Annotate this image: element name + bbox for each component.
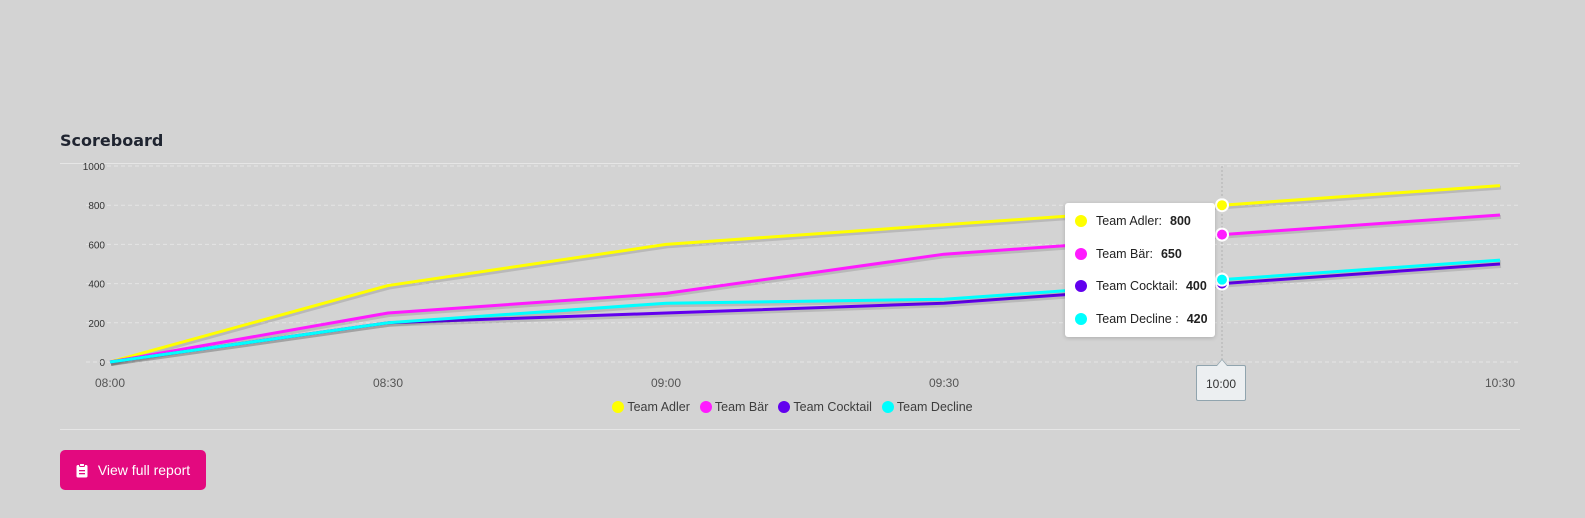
tooltip-row-baer: Team Bär: 650 [1075,247,1182,261]
tooltip-label: Team Cocktail: [1096,279,1178,293]
crosshair-x-label: 10:00 [1196,359,1246,401]
y-tick-label: 200 [88,319,105,330]
tooltip-marker [1075,280,1087,292]
x-tick-label: 09:00 [651,376,681,390]
series-line-shadow [110,215,1502,366]
tooltip-marker [1075,215,1087,227]
legend-marker [778,401,791,413]
series-line-shadow [110,260,1502,366]
y-tick-label: 600 [88,240,105,251]
tooltip-row-adler: Team Adler: 800 [1075,214,1191,228]
tooltip-value: 400 [1185,279,1207,293]
y-tick-label: 400 [88,280,105,291]
legend-label: Team Decline [896,400,973,414]
x-tick-label: 10:30 [1485,376,1515,390]
x-tick-label: 08:30 [373,376,403,390]
tooltip-marker [1075,313,1087,325]
chart-title: Scoreboard [60,131,164,150]
legend-marker [881,401,894,413]
legend-item-adler[interactable]: Team Adler [612,400,690,414]
tooltip-value: 800 [1170,214,1191,228]
legend-item-baer[interactable]: Team Bär [699,400,769,414]
hover-marker [1215,198,1229,213]
hover-marker [1215,272,1229,287]
series-line [109,184,1501,364]
tooltip-row-cocktail: Team Cocktail: 400 [1075,279,1207,293]
clipboard-icon [76,462,88,477]
chart-tooltip: Team Adler: 800 Team Bär: 650 Team Cockt… [1065,203,1215,337]
series-line [109,213,1501,364]
series-line-shadow [110,185,1502,366]
x-tick-label: 08:00 [95,376,125,390]
line-chart[interactable]: 0 200 400 600 800 1000 08:00 08:30 09:00 09:30 10:… [0,0,1585,440]
y-tick-label: 0 [99,358,105,369]
view-full-report-label: View full report [97,462,191,478]
y-tick-label: 800 [88,201,105,212]
legend-label: Team Cocktail [793,400,872,414]
tooltip-value: 420 [1186,312,1208,326]
tooltip-label: Team Decline : [1096,312,1179,326]
divider-bottom [60,429,1520,430]
x-tick-label: 09:30 [929,376,959,390]
tooltip-label: Team Bär: [1096,247,1153,261]
legend-item-decline[interactable]: Team Decline [881,400,973,414]
tooltip-marker [1075,248,1087,260]
series-line-shadow [110,264,1502,366]
tooltip-row-decline: Team Decline : 420 [1075,312,1208,326]
series-line [109,258,1501,364]
hover-marker [1215,227,1229,242]
tooltip-value: 650 [1160,247,1182,261]
legend-marker [699,401,712,413]
legend-label: Team Bär [714,400,769,414]
y-tick-label: 1000 [83,162,106,173]
legend-item-cocktail[interactable]: Team Cocktail [778,400,872,414]
chart-legend: Team Adler Team Bär Team Cocktail Team D… [0,400,1585,414]
chart-area[interactable]: 0 200 400 600 800 1000 08:00 08:30 09:00 09:30 10:… [0,0,1585,440]
view-full-report-button[interactable]: View full report [60,450,206,490]
legend-label: Team Adler [627,400,690,414]
divider-top [60,163,1520,164]
tooltip-label: Team Adler: [1096,214,1163,228]
legend-marker [612,401,625,413]
